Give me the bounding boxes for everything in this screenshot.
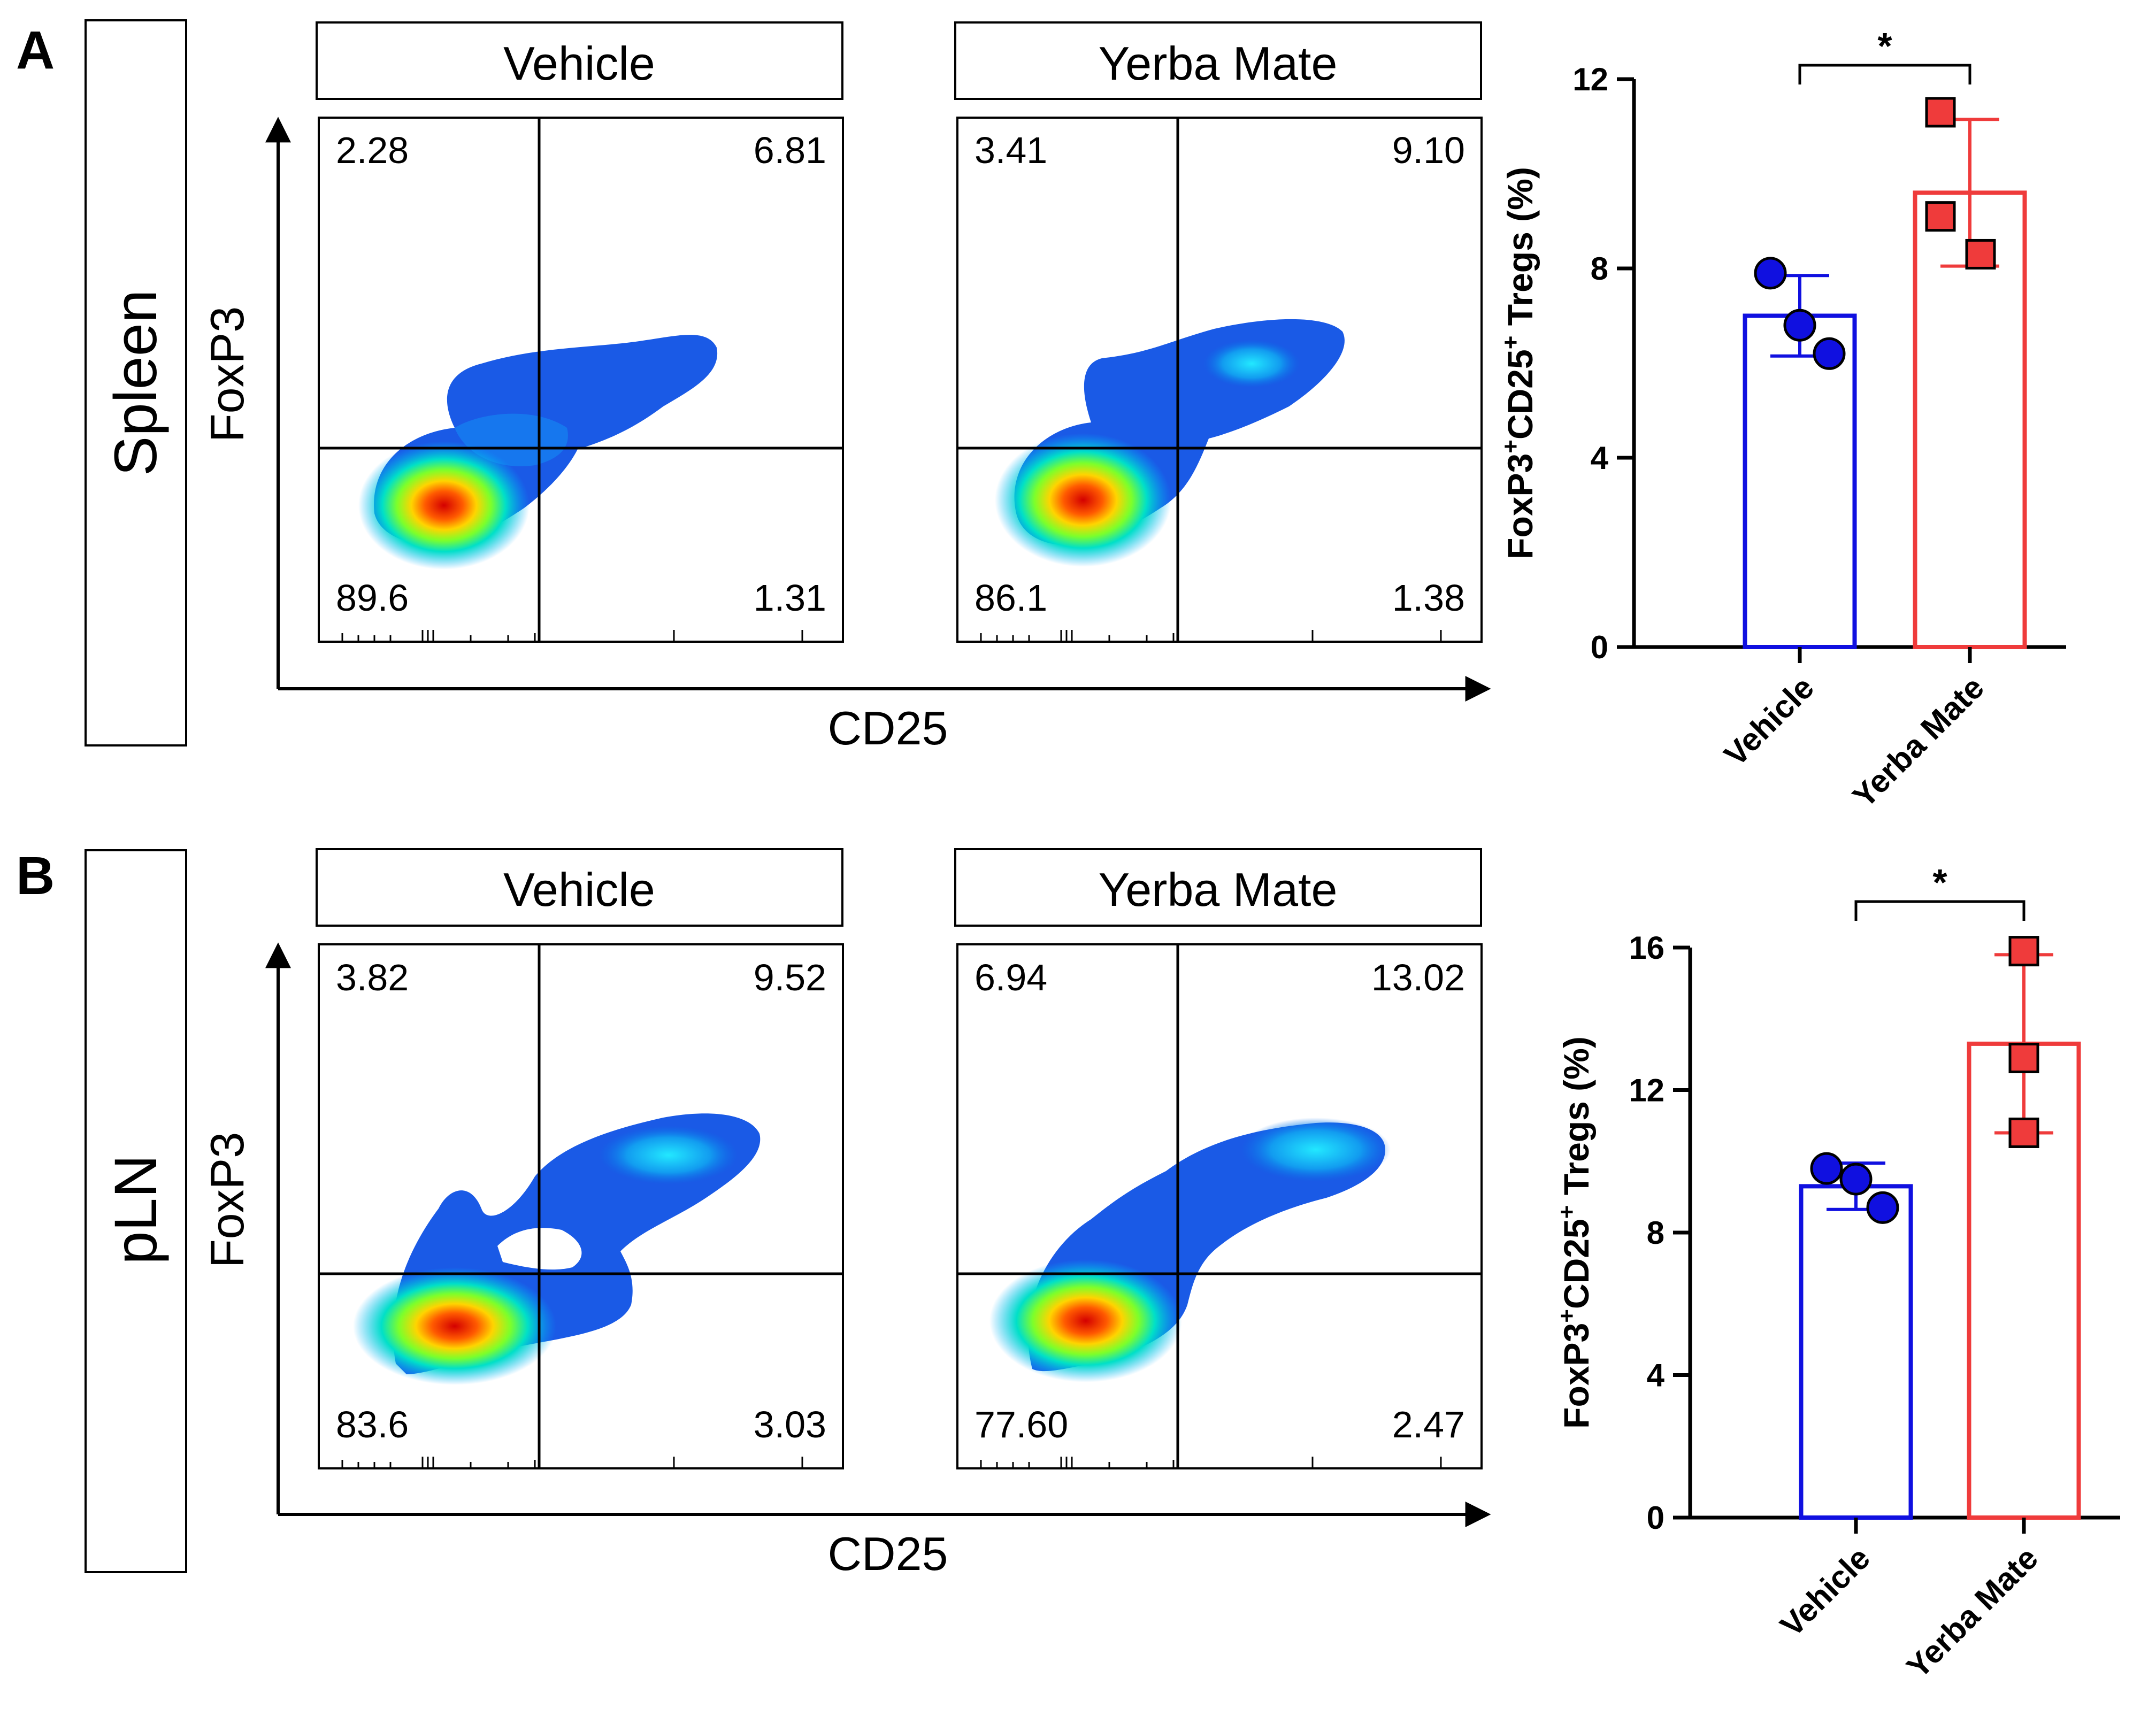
quadrant-ll: 86.1 — [975, 577, 1047, 619]
quadrant-ur: 13.02 — [1371, 957, 1465, 998]
bar-chart-a: 0 4 8 12 FoxP3+CD25+ Tregs (%) Vehicle Yerba M… — [1498, 25, 2066, 814]
panel-b: B pLN Vehicle Yerba Mate FoxP3 CD25 — [16, 846, 2120, 1685]
y-tick-label: 8 — [1647, 1215, 1664, 1251]
x-ticks — [980, 630, 1442, 642]
data-point — [1965, 238, 1996, 270]
quadrant-ul: 6.94 — [975, 957, 1047, 998]
quadrant-ul: 3.82 — [336, 957, 409, 998]
group-header-box — [954, 21, 1482, 100]
quadrant-ul: 2.28 — [336, 129, 409, 171]
tissue-label: Spleen — [102, 290, 169, 476]
density-hotspot — [989, 1259, 1182, 1382]
group-header-box — [316, 848, 843, 927]
category-label: Vehicle — [1774, 1540, 1877, 1644]
y-tick-label: 0 — [1591, 629, 1608, 665]
x-ticks — [341, 630, 803, 642]
category-label: Yerba Mate — [1900, 1540, 2045, 1685]
data-point — [2008, 1117, 2039, 1148]
x-ticks — [980, 1457, 1442, 1468]
density-hotspot — [995, 433, 1171, 567]
flow-plot-yerba-mate: 3.41 9.10 86.1 1.38 — [956, 117, 1483, 643]
y-tick-label: 12 — [1629, 1073, 1664, 1109]
data-point — [2008, 936, 2039, 967]
quadrant-ur: 9.10 — [1392, 129, 1465, 171]
group-header-vehicle: Vehicle — [503, 37, 655, 90]
panel-letter: A — [16, 20, 55, 80]
flow-plot-vehicle: 2.28 6.81 89.6 1.31 — [318, 117, 844, 643]
quadrant-ur: 6.81 — [754, 129, 826, 171]
significance-bracket — [1798, 64, 1971, 84]
density-hotspot — [353, 1267, 556, 1385]
data-point — [1866, 1191, 1899, 1224]
group-header-yerba-mate: Yerba Mate — [1099, 863, 1338, 916]
y-tick-label: 12 — [1572, 61, 1608, 97]
y-tick-label: 16 — [1629, 930, 1664, 966]
y-axis-label: FoxP3 — [201, 306, 254, 442]
quadrant-lr: 1.38 — [1392, 577, 1465, 619]
y-axis-label: FoxP3+CD25+ Tregs (%) — [1554, 1036, 1596, 1429]
bar-chart-b: 0 4 8 12 16 FoxP3+CD25+ Tregs (%) Vehicle Yerba… — [1554, 861, 2120, 1685]
quadrant-lr: 2.47 — [1392, 1404, 1465, 1445]
quadrant-ll: 89.6 — [336, 577, 409, 619]
group-header-box — [316, 21, 843, 100]
category-label: Yerba Mate — [1846, 669, 1991, 814]
data-point — [1925, 201, 1956, 232]
significance-label: * — [1877, 25, 1892, 67]
bar — [1799, 1184, 1913, 1520]
density-subcluster — [599, 1126, 738, 1184]
tissue-label: pLN — [102, 1155, 169, 1264]
data-point — [1810, 1152, 1843, 1185]
group-header-vehicle: Vehicle — [503, 863, 655, 916]
quadrant-ll: 77.60 — [975, 1404, 1068, 1445]
y-axis-label: FoxP3 — [201, 1132, 254, 1268]
tissue-label-box — [85, 19, 187, 746]
quadrant-ll: 83.6 — [336, 1404, 409, 1445]
panel-a: A Spleen Vehicle Yerba Mate FoxP3 CD25 — [16, 19, 2066, 814]
density-subcluster — [1203, 340, 1300, 388]
significance-label: * — [1932, 861, 1947, 903]
y-tick-label: 0 — [1647, 1500, 1664, 1536]
significance-bracket — [1854, 900, 2025, 921]
quadrant-ul: 3.41 — [975, 129, 1047, 171]
category-label: Vehicle — [1717, 669, 1821, 773]
y-axis-label: FoxP3+CD25+ Tregs (%) — [1498, 167, 1540, 559]
density-subcluster — [1241, 1118, 1391, 1182]
y-tick-label: 4 — [1647, 1358, 1665, 1394]
quadrant-lr: 1.31 — [754, 577, 826, 619]
density-hotspot — [358, 441, 530, 569]
x-ticks — [341, 1457, 803, 1468]
data-point — [1839, 1163, 1873, 1196]
panel-letter: B — [16, 846, 55, 906]
quadrant-ur: 9.52 — [754, 957, 826, 998]
x-axis-label: CD25 — [828, 1527, 948, 1580]
data-point — [1925, 97, 1956, 128]
y-tick-label: 4 — [1591, 440, 1609, 476]
group-header-yerba-mate: Yerba Mate — [1099, 37, 1338, 90]
data-point — [1813, 337, 1846, 370]
x-axis-label: CD25 — [828, 702, 948, 755]
data-point — [2008, 1043, 2039, 1074]
flow-plot-vehicle: 3.82 9.52 83.6 3.03 — [318, 943, 844, 1469]
flow-plot-yerba-mate: 6.94 13.02 77.60 2.47 — [956, 943, 1483, 1469]
quadrant-lr: 3.03 — [754, 1404, 826, 1445]
data-point — [1783, 309, 1816, 342]
tissue-label-box — [85, 849, 187, 1573]
y-tick-label: 8 — [1591, 251, 1608, 287]
data-point — [1754, 257, 1787, 290]
group-header-box — [954, 848, 1482, 927]
